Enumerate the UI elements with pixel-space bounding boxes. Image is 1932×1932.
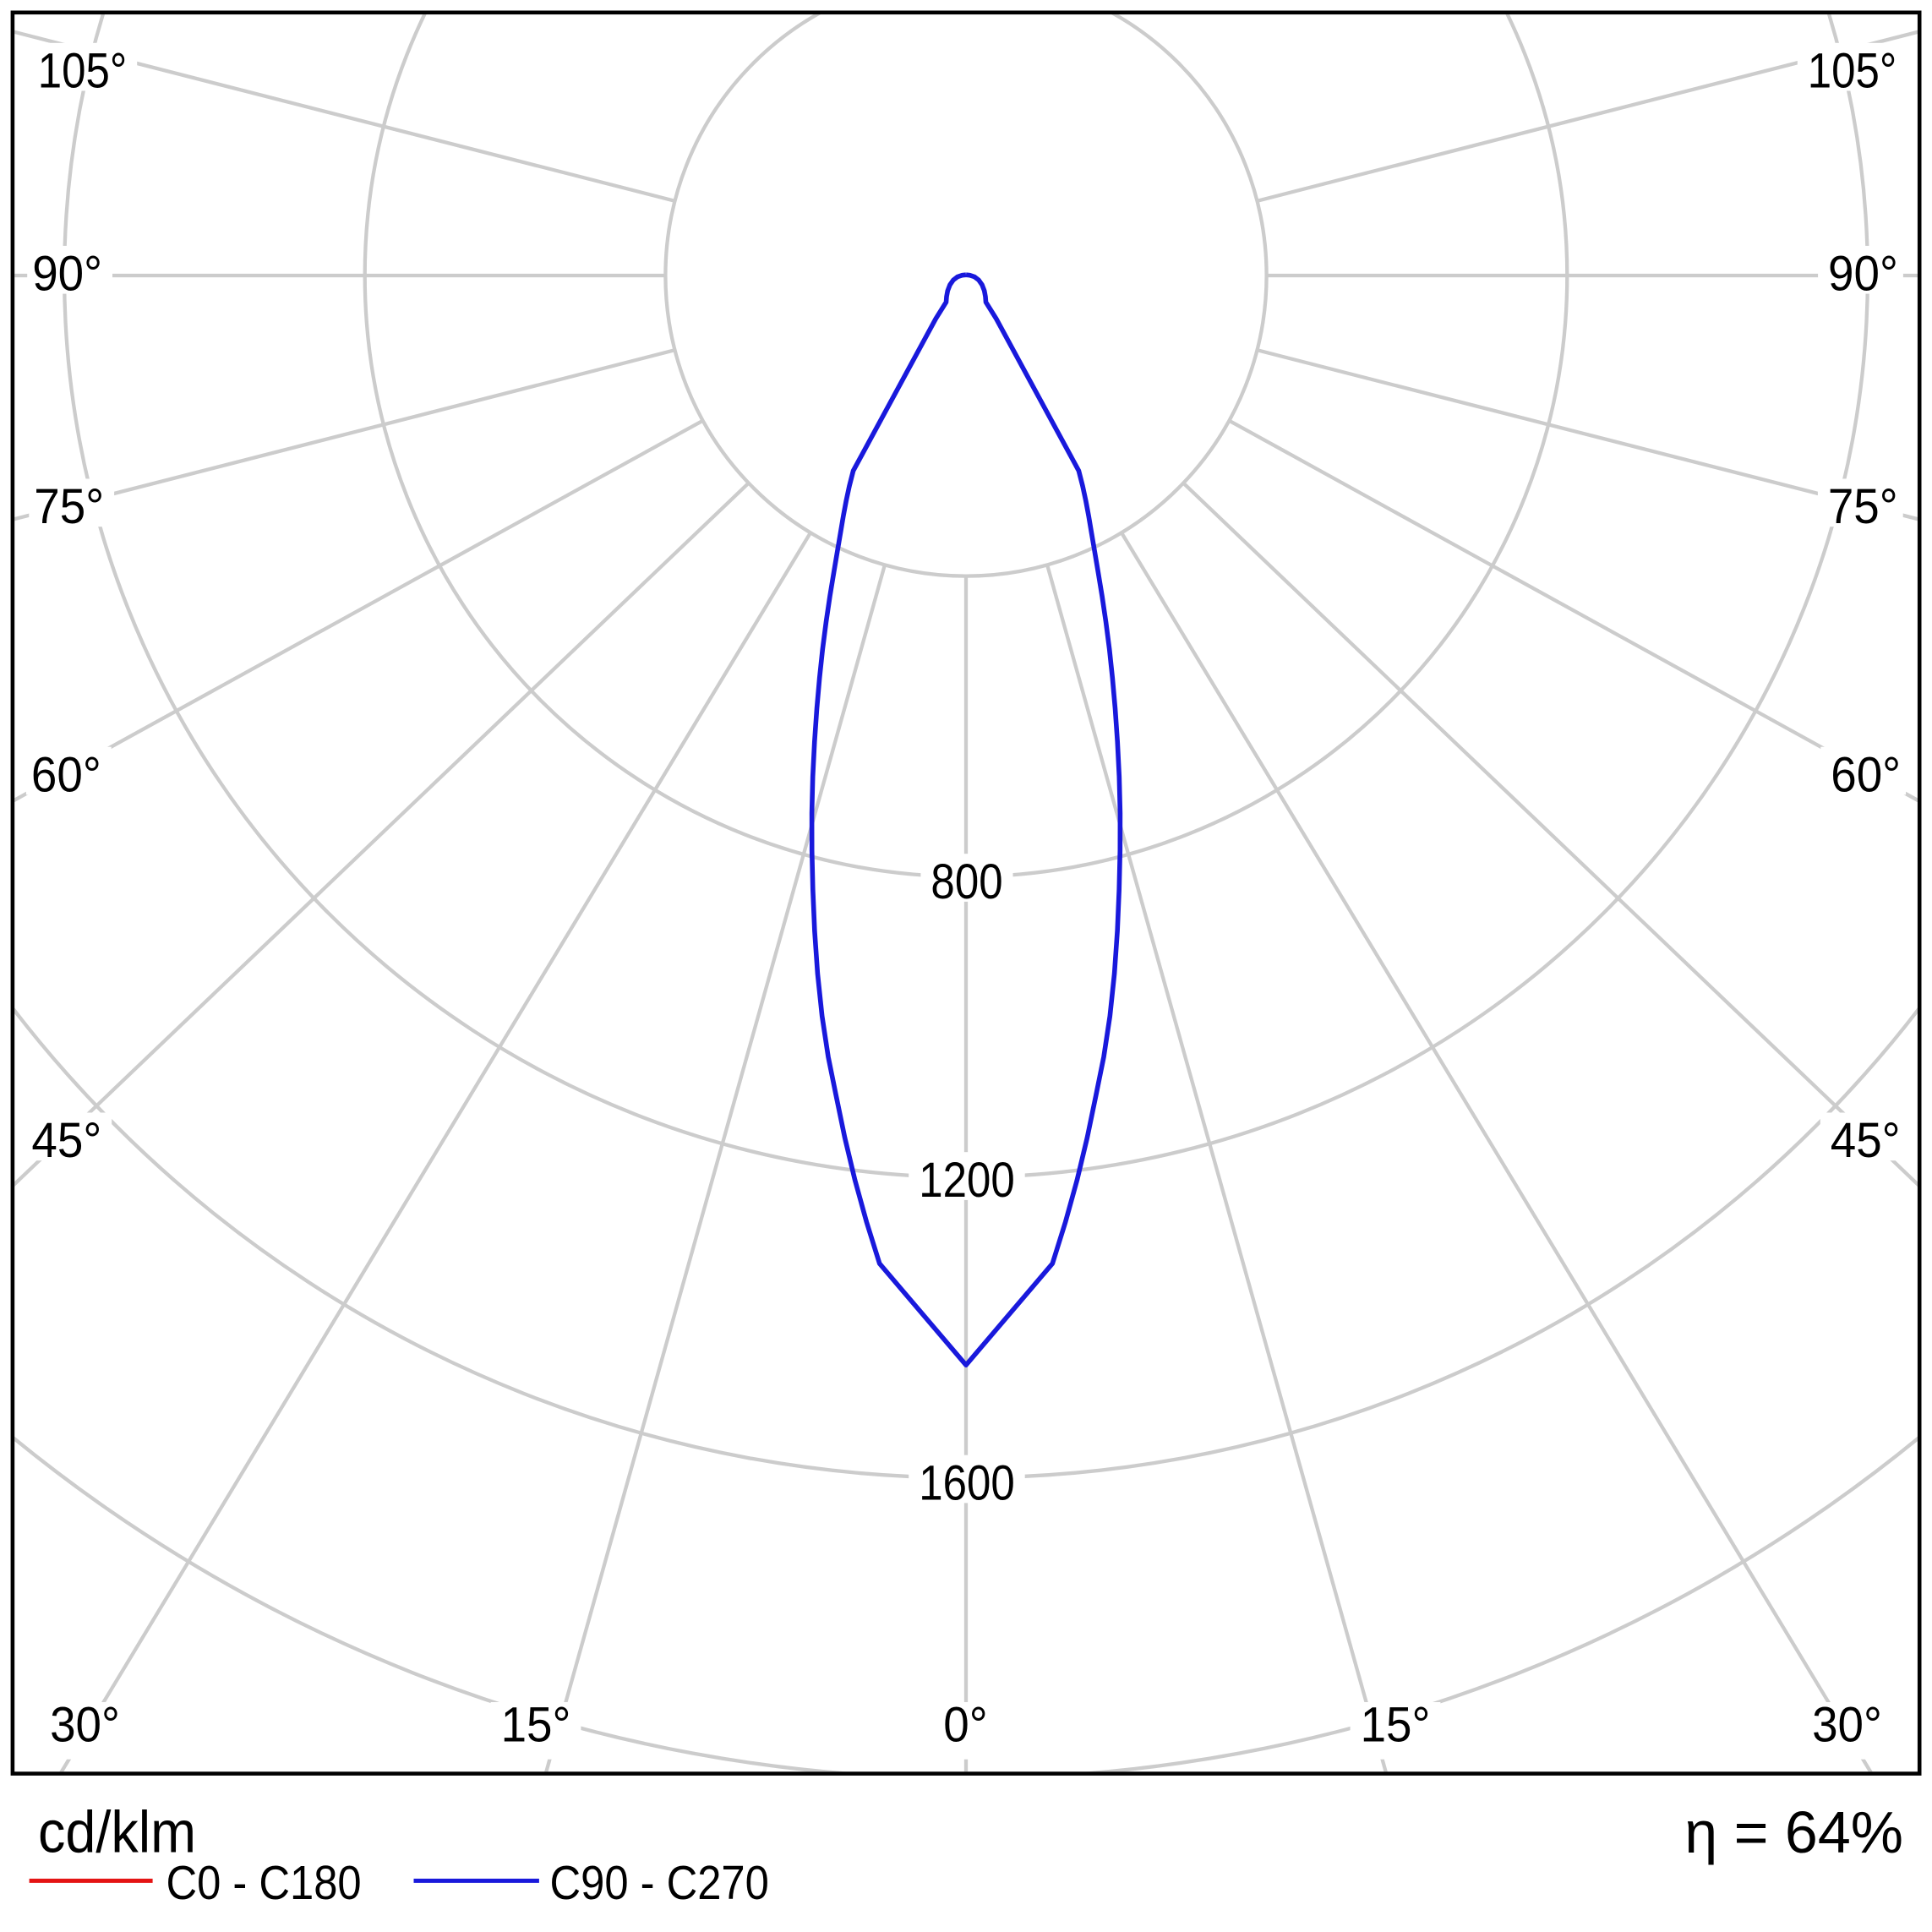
svg-text:45°: 45° bbox=[31, 1113, 101, 1168]
svg-text:90°: 90° bbox=[32, 246, 102, 301]
svg-text:30°: 30° bbox=[50, 1697, 120, 1752]
svg-text:60°: 60° bbox=[31, 747, 101, 802]
svg-text:45°: 45° bbox=[1831, 1113, 1901, 1168]
svg-text:15°: 15° bbox=[1361, 1697, 1431, 1752]
svg-text:η = 64%: η = 64% bbox=[1684, 1799, 1903, 1865]
svg-text:800: 800 bbox=[931, 854, 1002, 909]
svg-text:C0 - C180: C0 - C180 bbox=[166, 1856, 362, 1909]
svg-text:60°: 60° bbox=[1831, 747, 1901, 802]
svg-text:15°: 15° bbox=[501, 1697, 571, 1752]
svg-text:105°: 105° bbox=[1808, 43, 1897, 98]
svg-text:cd/klm: cd/klm bbox=[38, 1799, 196, 1865]
svg-text:0°: 0° bbox=[943, 1697, 987, 1752]
svg-text:75°: 75° bbox=[1828, 479, 1898, 534]
svg-text:105°: 105° bbox=[38, 43, 128, 98]
svg-text:C90 - C270: C90 - C270 bbox=[550, 1856, 769, 1909]
svg-text:1600: 1600 bbox=[919, 1455, 1015, 1510]
svg-text:30°: 30° bbox=[1812, 1697, 1882, 1752]
svg-text:90°: 90° bbox=[1828, 246, 1898, 301]
svg-text:75°: 75° bbox=[34, 479, 104, 534]
svg-text:1200: 1200 bbox=[919, 1153, 1015, 1208]
